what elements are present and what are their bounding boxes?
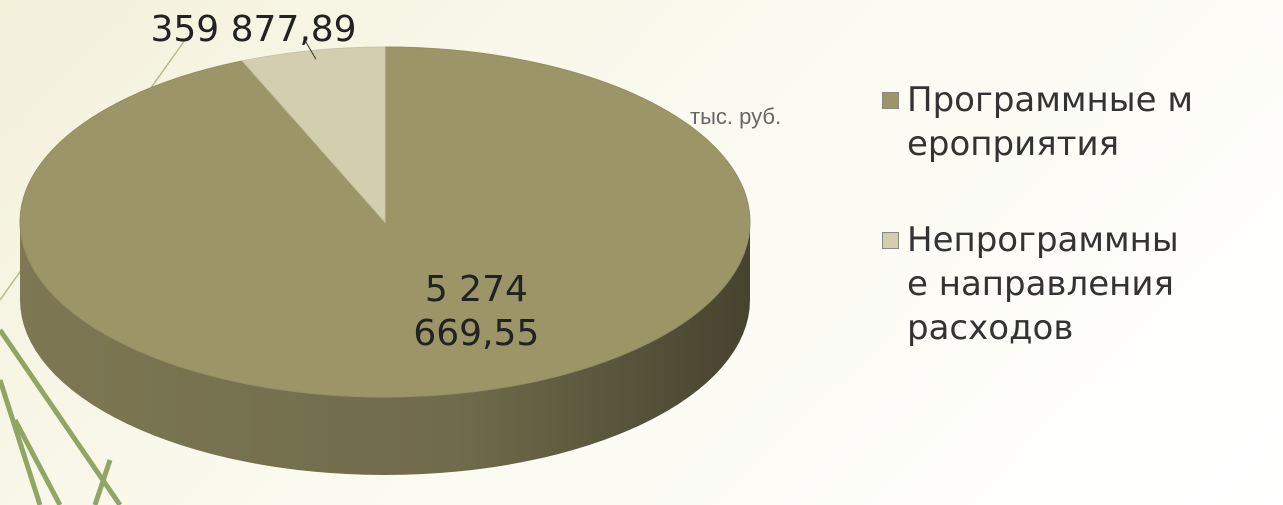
- legend-entry: Программные мероприятия: [882, 78, 1197, 166]
- legend-swatch: [882, 92, 899, 109]
- value-label: 5 274 669,55: [413, 268, 540, 354]
- legend-label: Непрограммные направления расходов: [907, 220, 1179, 348]
- pie-side: [20, 222, 750, 475]
- leader-line: [303, 37, 317, 60]
- legend-entry: Непрограммные направления расходов: [882, 218, 1197, 350]
- legend-label: Программные мероприятия: [907, 80, 1193, 164]
- unit-label: тыс. руб.: [690, 104, 782, 129]
- value-label: 359 877,89: [150, 9, 357, 50]
- legend-swatch: [882, 232, 899, 249]
- pie-slice: [241, 46, 386, 224]
